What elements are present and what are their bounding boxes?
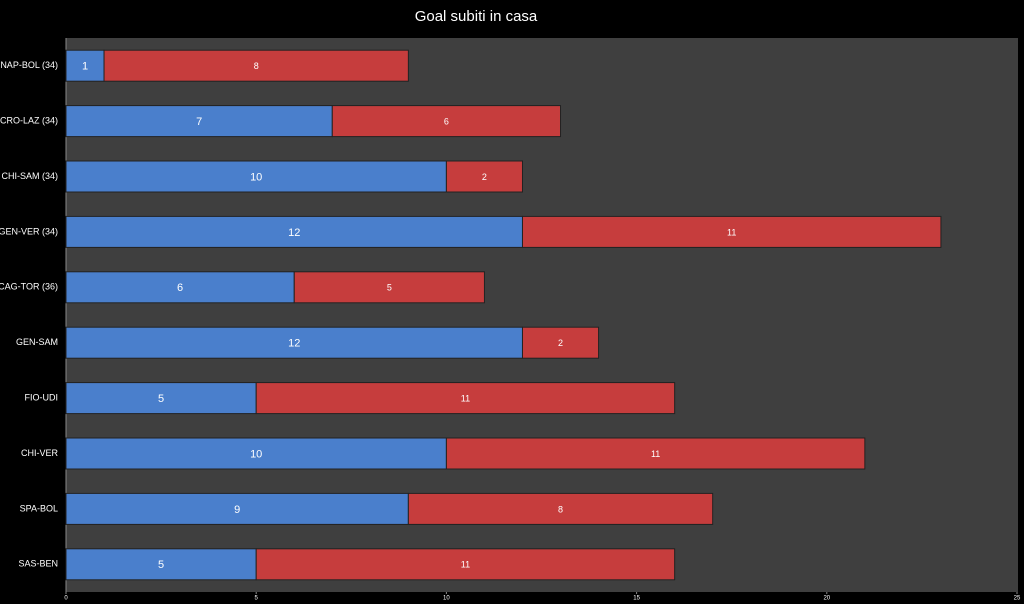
value-label: 9 bbox=[234, 504, 240, 516]
y-tick-label: CHI-VER bbox=[21, 448, 59, 458]
bar-segment bbox=[331, 105, 562, 138]
y-tick-label: NAP-BOL (34) bbox=[0, 60, 58, 70]
bar-segment bbox=[65, 49, 105, 82]
value-label: 2 bbox=[482, 172, 487, 182]
y-tick-label: GEN-SAM bbox=[16, 337, 58, 347]
value-label: 1 bbox=[82, 61, 88, 73]
value-label: 7 bbox=[196, 116, 202, 128]
bar-segment bbox=[293, 271, 485, 304]
chart-title: Goal subiti in casa bbox=[415, 8, 538, 25]
x-tick-label: 25 bbox=[1014, 596, 1021, 602]
bar-segment bbox=[445, 160, 523, 193]
value-label: 11 bbox=[651, 449, 660, 459]
y-tick-label: GEN-VER (34) bbox=[0, 226, 58, 236]
value-label: 8 bbox=[558, 504, 563, 514]
bar-segment bbox=[255, 382, 676, 415]
y-tick-label: SPA-BOL bbox=[20, 503, 58, 513]
bar-segment bbox=[521, 215, 942, 248]
value-label: 11 bbox=[461, 393, 470, 403]
bar-segment bbox=[445, 437, 866, 470]
x-tick-label: 20 bbox=[823, 596, 830, 602]
value-label: 5 bbox=[158, 393, 164, 405]
value-label: 10 bbox=[250, 171, 262, 183]
value-label: 6 bbox=[444, 116, 449, 126]
y-tick-label: CRO-LAZ (34) bbox=[0, 115, 58, 125]
bar-segment bbox=[65, 105, 333, 138]
x-tick-label: 10 bbox=[443, 596, 450, 602]
bar-segment bbox=[65, 215, 523, 248]
bar-segment bbox=[407, 492, 714, 525]
y-tick-label: CHI-SAM (34) bbox=[1, 171, 58, 181]
bar-segment bbox=[65, 437, 447, 470]
value-label: 6 bbox=[177, 282, 183, 294]
value-label: 5 bbox=[387, 283, 392, 293]
bar-segment bbox=[103, 49, 409, 82]
x-tick-label: 15 bbox=[633, 596, 640, 602]
value-label: 12 bbox=[288, 338, 300, 350]
bar-segment bbox=[65, 492, 409, 525]
bar-segment bbox=[65, 160, 447, 193]
value-label: 2 bbox=[558, 338, 563, 348]
x-tick-label: 0 bbox=[64, 596, 68, 602]
value-label: 8 bbox=[254, 61, 259, 71]
bar-segment bbox=[521, 326, 600, 359]
value-label: 10 bbox=[250, 448, 262, 460]
bar-segment bbox=[65, 382, 257, 415]
y-tick-label: FIO-UDI bbox=[25, 392, 59, 402]
bar-segment bbox=[65, 271, 295, 304]
value-label: 11 bbox=[461, 560, 470, 570]
value-label: 11 bbox=[727, 227, 736, 237]
y-tick-label: CAG-TOR (36) bbox=[0, 282, 58, 292]
x-tick-label: 5 bbox=[255, 596, 259, 602]
value-label: 5 bbox=[158, 559, 164, 571]
value-label: 12 bbox=[288, 227, 300, 239]
bar-segment bbox=[65, 548, 257, 581]
bar-segment bbox=[255, 548, 676, 581]
bar-segment bbox=[65, 326, 523, 359]
y-tick-label: SAS-BEN bbox=[18, 559, 58, 569]
